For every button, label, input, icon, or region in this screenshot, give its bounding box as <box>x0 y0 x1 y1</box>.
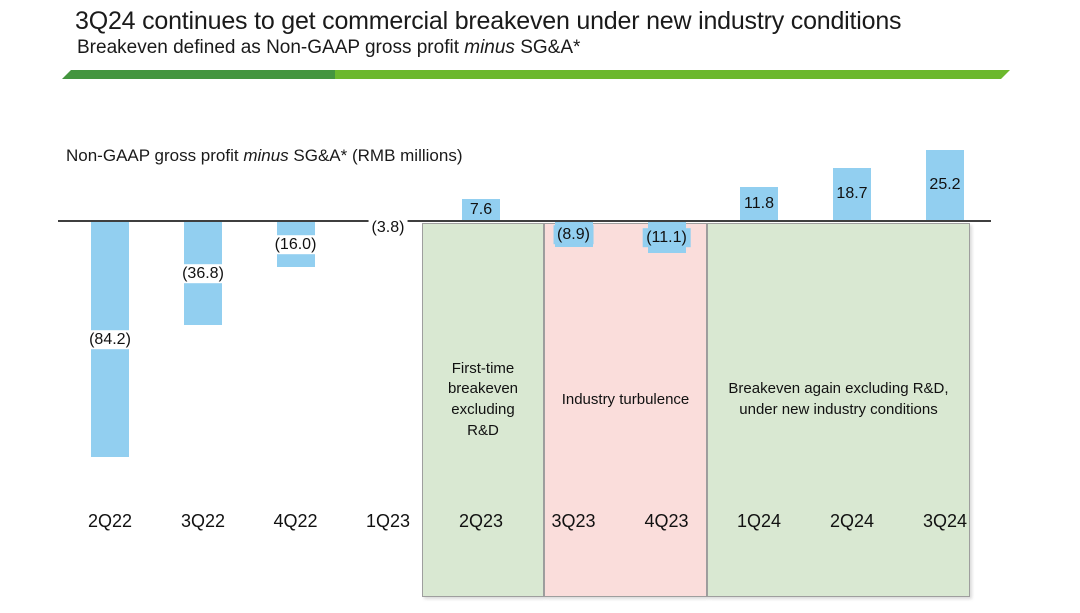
bar-1Q24 <box>740 187 778 220</box>
category-label-2Q23: 2Q23 <box>458 511 504 531</box>
subtitle-italic-word: minus <box>464 37 515 58</box>
bar-label-3Q24: 25.2 <box>929 176 961 194</box>
divider-light-segment <box>335 70 1010 79</box>
bar-label-1Q24: 11.8 <box>744 194 774 212</box>
slide-subtitle: Breakeven defined as Non-GAAP gross prof… <box>77 37 580 59</box>
category-label-1Q23: 1Q23 <box>365 511 411 531</box>
bar-label-2Q22: (84.2) <box>86 329 134 350</box>
region-label: Breakeven again excluding R&D, under new… <box>728 380 949 418</box>
x-axis-line <box>58 220 991 222</box>
category-label-3Q22: 3Q22 <box>180 511 226 531</box>
category-label-4Q22: 4Q22 <box>273 511 318 531</box>
subtitle-text: Breakeven defined as Non-GAAP gross prof… <box>77 37 465 58</box>
category-label-1Q24: 1Q24 <box>736 511 782 531</box>
region-label: Industry turbulence <box>561 390 690 408</box>
bar-3Q24 <box>926 150 964 220</box>
region-1Q24-3Q24: Breakeven again excluding R&D, under new… <box>707 223 970 597</box>
bar-2Q24 <box>833 168 871 220</box>
category-label-2Q22: 2Q22 <box>87 511 133 531</box>
region-3Q23-4Q23: Industry turbulence <box>544 223 707 597</box>
category-label-3Q23: 3Q23 <box>551 511 596 531</box>
subtitle-suffix: SG&A* <box>514 37 581 58</box>
bar-label-3Q23: (8.9) <box>553 224 594 245</box>
bar-label-1Q23: (3.8) <box>368 217 408 238</box>
region-2Q23: First-time breakeven excluding R&D <box>422 223 544 597</box>
chart-axis-title: Non-GAAP gross profit minus SG&A* (RMB m… <box>66 146 463 165</box>
bar-label-2Q24: 18.7 <box>836 185 868 203</box>
category-label-3Q24: 3Q24 <box>922 511 968 531</box>
divider-dark-segment <box>62 70 335 79</box>
bar-label-2Q23: 7.6 <box>469 200 493 218</box>
bar-label-3Q22: (36.8) <box>179 263 227 284</box>
category-label-2Q24: 2Q24 <box>829 511 875 531</box>
title-divider <box>62 70 1010 79</box>
bar-label-4Q22: (16.0) <box>271 234 320 255</box>
slide-title: 3Q24 continues to get commercial breakev… <box>75 7 902 35</box>
category-label-4Q23: 4Q23 <box>644 511 689 531</box>
bar-2Q23 <box>462 199 500 220</box>
region-label: First-time breakeven excluding R&D <box>447 359 519 439</box>
bar-label-4Q23: (11.1) <box>642 227 691 248</box>
